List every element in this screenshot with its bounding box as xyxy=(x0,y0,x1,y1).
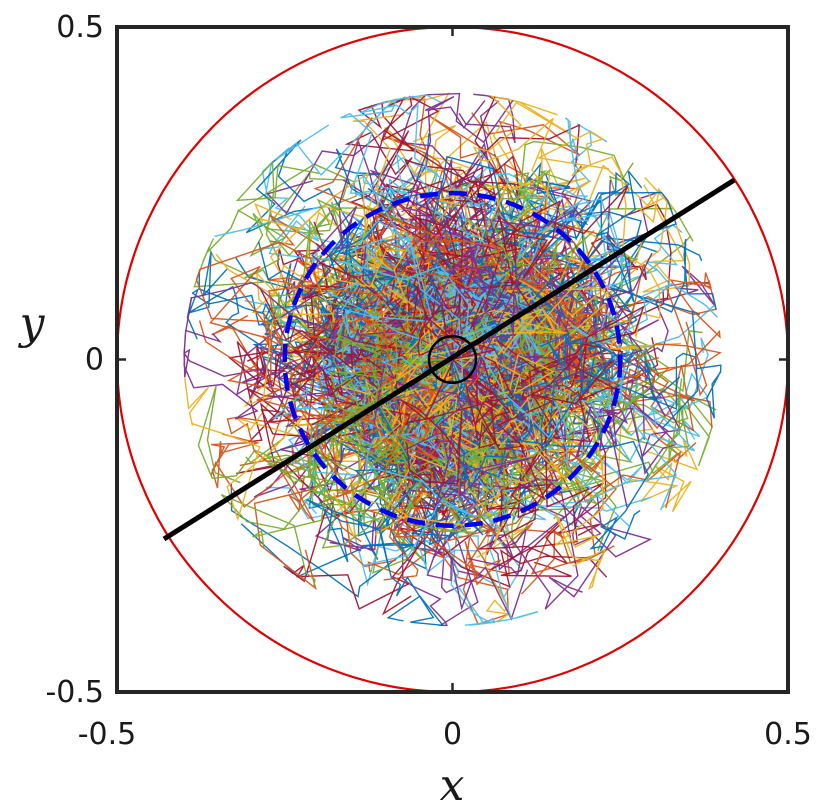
walk-path xyxy=(389,216,491,402)
walk-path xyxy=(373,357,534,507)
walk-path xyxy=(301,205,577,360)
y-tick-label: 0 xyxy=(85,343,104,378)
diameter-line xyxy=(162,177,736,542)
walk-path xyxy=(452,252,653,398)
center-circle xyxy=(427,334,478,385)
walk-path xyxy=(262,249,459,424)
walk-path xyxy=(451,359,568,565)
x-tick-label: -0.5 xyxy=(78,717,137,752)
walk-path xyxy=(452,358,555,521)
y-axis-label: y xyxy=(18,298,46,349)
x-tick-label: 0.5 xyxy=(764,717,812,752)
walk-path xyxy=(452,351,612,451)
walk-path xyxy=(274,98,454,360)
walk-path xyxy=(452,117,623,361)
walk-path xyxy=(452,283,718,420)
walk-path xyxy=(339,196,506,360)
axes xyxy=(115,25,790,694)
x-tick-label: 0 xyxy=(443,717,462,752)
walk-path xyxy=(343,219,631,528)
walk-path xyxy=(452,358,649,554)
walk-path xyxy=(252,334,453,549)
walk-path xyxy=(285,338,453,498)
x-axis-label: x xyxy=(440,760,465,811)
walk-path xyxy=(393,251,588,384)
walk-path xyxy=(400,301,496,485)
walk-path xyxy=(268,274,485,401)
walk-path xyxy=(183,282,455,360)
walk-path xyxy=(326,282,496,381)
walk-path xyxy=(354,312,519,564)
walk-path xyxy=(340,309,529,427)
walk-path xyxy=(302,262,453,438)
dashed-circle xyxy=(282,191,623,528)
y-tick-label: -0.5 xyxy=(45,675,104,710)
walk-path xyxy=(432,332,575,439)
walk-path xyxy=(364,313,569,482)
random-walk-cloud xyxy=(183,92,722,627)
y-tick-label: 0.5 xyxy=(56,10,104,45)
walk-path xyxy=(410,214,522,360)
walk-path xyxy=(347,358,453,525)
walk-path xyxy=(452,305,645,436)
walk-path xyxy=(306,343,453,627)
labels: -0.5 0 0.5 0.5 0 -0.5 x y xyxy=(18,10,812,811)
